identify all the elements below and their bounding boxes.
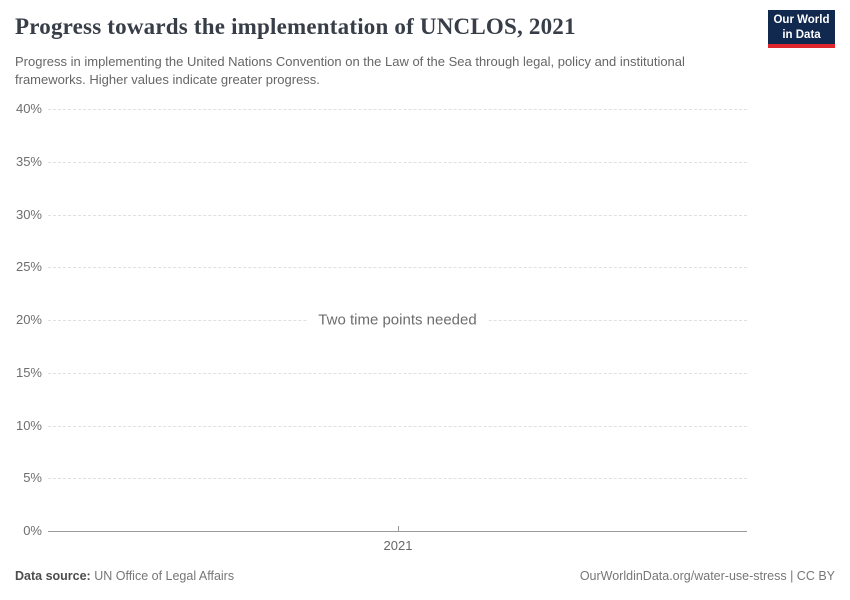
y-tick-label-40%: 40% [15,101,42,116]
y-tick-label-0%: 0% [23,523,42,538]
y-tick-label-5%: 5% [23,470,42,486]
gridline-30% [48,214,747,216]
y-tick-label-35%: 35% [15,153,42,169]
gridline-15% [48,372,747,374]
footer: Data source: UN Office of Legal Affairs … [15,569,835,583]
y-tick-label-30%: 30% [15,206,42,222]
empty-state-message: Two time points needed [306,309,489,331]
gridline-25% [48,267,747,269]
y-axis: 40% 35% 30% 25% 20% 15% 10% 5% 0% [0,101,42,538]
y-tick-label-15%: 15% [15,364,42,380]
data-source-value: UN Office of Legal Affairs [90,569,235,583]
chart-subtitle: Progress in implementing the United Nati… [15,54,685,87]
y-tick-label-20%: 20% [15,312,42,327]
owid-logo-line2: in Data [782,29,821,41]
gridline-10% [48,425,747,427]
gridline-35% [48,161,747,163]
gridline-40% [48,109,747,110]
data-source-label: Data source: [15,569,91,583]
plot-area: Two time points needed [48,109,747,532]
gridline-0% [48,531,747,532]
chart-title: Progress towards the implementation of U… [15,14,576,39]
y-tick-label-25%: 25% [15,259,42,275]
owid-logo: Our World in Data [768,10,835,48]
gridline-5% [48,478,747,480]
x-tick-label-2021: 2021 [383,538,413,553]
x-axis-tick-mark [398,526,399,531]
data-source: Data source: UN Office of Legal Affairs [15,569,234,583]
owid-logo-line1: Our World [773,14,830,26]
credit-line: OurWorldinData.org/water-use-stress | CC… [579,569,835,583]
y-tick-label-10%: 10% [15,417,42,433]
